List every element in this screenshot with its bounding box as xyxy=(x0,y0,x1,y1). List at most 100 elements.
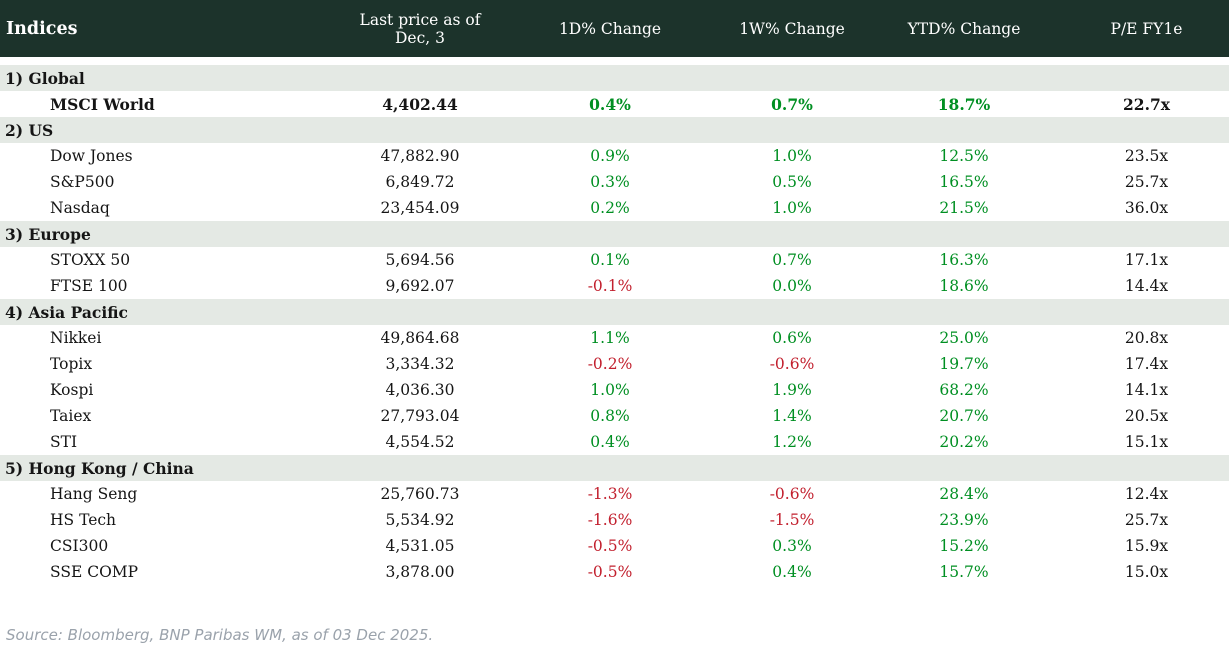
pe-ratio: 22.7x xyxy=(1123,94,1170,114)
change-ytd: 21.5% xyxy=(939,199,989,217)
change-ytd: 18.6% xyxy=(939,277,989,295)
column-header-indices: Indices xyxy=(6,18,78,39)
change-1w: -0.6% xyxy=(769,355,815,373)
index-name: Kospi xyxy=(50,381,94,399)
table-row: Kospi 4,036.30 1.0% 1.9% 68.2% 14.1x xyxy=(0,377,1229,403)
last-price: 3,878.00 xyxy=(385,563,455,581)
change-ytd: 20.7% xyxy=(939,407,989,425)
change-1d: -0.5% xyxy=(587,537,633,555)
change-ytd: 16.5% xyxy=(939,173,989,191)
section-label: 1) Global xyxy=(5,68,85,88)
table-row: MSCI World 4,402.44 0.4% 0.7% 18.7% 22.7… xyxy=(0,91,1229,117)
last-price: 4,402.44 xyxy=(382,94,458,114)
change-1d: -0.5% xyxy=(587,563,633,581)
change-ytd: 18.7% xyxy=(937,94,991,114)
column-header-1d-change: 1D% Change xyxy=(558,19,662,38)
change-1w: -0.6% xyxy=(769,485,815,503)
change-1w: 0.7% xyxy=(772,251,812,269)
last-price: 6,849.72 xyxy=(385,173,455,191)
change-1d: -1.3% xyxy=(587,485,633,503)
pe-ratio: 20.8x xyxy=(1124,329,1169,347)
column-header-1w-change: 1W% Change xyxy=(739,19,845,38)
change-1d: 0.2% xyxy=(590,199,630,217)
change-1w: 1.0% xyxy=(772,147,812,165)
change-1w: 0.5% xyxy=(772,173,812,191)
change-1w: 1.4% xyxy=(772,407,812,425)
last-price: 5,694.56 xyxy=(385,251,455,269)
index-name: Nasdaq xyxy=(50,199,110,217)
table-row: SSE COMP 3,878.00 -0.5% 0.4% 15.7% 15.0x xyxy=(0,559,1229,585)
pe-ratio: 17.1x xyxy=(1124,251,1169,269)
change-ytd: 15.7% xyxy=(939,563,989,581)
source-note: Source: Bloomberg, BNP Paribas WM, as of… xyxy=(6,626,434,644)
last-price: 27,793.04 xyxy=(380,407,460,425)
index-name: Taiex xyxy=(50,407,92,425)
change-1w: 1.0% xyxy=(772,199,812,217)
section-header-row: 3) Europe xyxy=(0,221,1229,247)
change-1d: -0.2% xyxy=(587,355,633,373)
pe-ratio: 25.7x xyxy=(1124,173,1169,191)
index-name: Topix xyxy=(50,355,93,373)
change-1w: 0.6% xyxy=(772,329,812,347)
index-name: FTSE 100 xyxy=(50,277,128,295)
table-row: Dow Jones 47,882.90 0.9% 1.0% 12.5% 23.5… xyxy=(0,143,1229,169)
column-header-last-price: Last price as of Dec, 3 xyxy=(359,10,481,47)
section-label: 3) Europe xyxy=(5,224,91,244)
section-header-row: 4) Asia Pacific xyxy=(0,299,1229,325)
last-price: 4,036.30 xyxy=(385,381,455,399)
pe-ratio: 15.1x xyxy=(1124,433,1169,451)
indices-table: Indices Last price as of Dec, 3 1D% Chan… xyxy=(0,0,1229,585)
index-name: Dow Jones xyxy=(50,147,133,165)
table-row: STI 4,554.52 0.4% 1.2% 20.2% 15.1x xyxy=(0,429,1229,455)
last-price: 4,531.05 xyxy=(385,537,455,555)
table-row: Hang Seng 25,760.73 -1.3% -0.6% 28.4% 12… xyxy=(0,481,1229,507)
index-name: S&P500 xyxy=(50,173,115,191)
change-ytd: 68.2% xyxy=(939,381,989,399)
last-price: 49,864.68 xyxy=(380,329,460,347)
change-ytd: 28.4% xyxy=(939,485,989,503)
index-name: STOXX 50 xyxy=(50,251,131,269)
table-body: 1) Global MSCI World 4,402.44 0.4% 0.7% … xyxy=(0,65,1229,585)
section-label: 2) US xyxy=(5,120,54,140)
change-ytd: 20.2% xyxy=(939,433,989,451)
pe-ratio: 15.9x xyxy=(1124,537,1169,555)
pe-ratio: 36.0x xyxy=(1124,199,1169,217)
table-row: FTSE 100 9,692.07 -0.1% 0.0% 18.6% 14.4x xyxy=(0,273,1229,299)
change-1d: 0.4% xyxy=(590,433,630,451)
pe-ratio: 25.7x xyxy=(1124,511,1169,529)
section-header-row: 5) Hong Kong / China xyxy=(0,455,1229,481)
index-name: MSCI World xyxy=(50,94,155,114)
table-row: Topix 3,334.32 -0.2% -0.6% 19.7% 17.4x xyxy=(0,351,1229,377)
header-gap xyxy=(0,57,1229,65)
section-label: 5) Hong Kong / China xyxy=(5,458,194,478)
change-1w: -1.5% xyxy=(769,511,815,529)
change-1d: 1.1% xyxy=(590,329,630,347)
last-price: 3,334.32 xyxy=(385,355,455,373)
last-price: 9,692.07 xyxy=(385,277,455,295)
table-row: Nasdaq 23,454.09 0.2% 1.0% 21.5% 36.0x xyxy=(0,195,1229,221)
section-label: 4) Asia Pacific xyxy=(5,302,128,322)
pe-ratio: 15.0x xyxy=(1124,563,1169,581)
change-ytd: 12.5% xyxy=(939,147,989,165)
change-1w: 0.3% xyxy=(772,537,812,555)
pe-ratio: 14.1x xyxy=(1124,381,1169,399)
last-price: 5,534.92 xyxy=(385,511,455,529)
table-row: Nikkei 49,864.68 1.1% 0.6% 25.0% 20.8x xyxy=(0,325,1229,351)
change-ytd: 15.2% xyxy=(939,537,989,555)
table-row: Taiex 27,793.04 0.8% 1.4% 20.7% 20.5x xyxy=(0,403,1229,429)
pe-ratio: 17.4x xyxy=(1124,355,1169,373)
change-ytd: 19.7% xyxy=(939,355,989,373)
change-1d: 0.8% xyxy=(590,407,630,425)
change-1d: 0.1% xyxy=(590,251,630,269)
change-1w: 1.2% xyxy=(772,433,812,451)
table-row: STOXX 50 5,694.56 0.1% 0.7% 16.3% 17.1x xyxy=(0,247,1229,273)
change-ytd: 25.0% xyxy=(939,329,989,347)
change-1w: 1.9% xyxy=(772,381,812,399)
change-1w: 0.7% xyxy=(771,94,813,114)
last-price: 47,882.90 xyxy=(380,147,460,165)
last-price: 23,454.09 xyxy=(380,199,460,217)
last-price: 4,554.52 xyxy=(385,433,455,451)
pe-ratio: 23.5x xyxy=(1124,147,1169,165)
change-1w: 0.0% xyxy=(772,277,812,295)
table-row: S&P500 6,849.72 0.3% 0.5% 16.5% 25.7x xyxy=(0,169,1229,195)
